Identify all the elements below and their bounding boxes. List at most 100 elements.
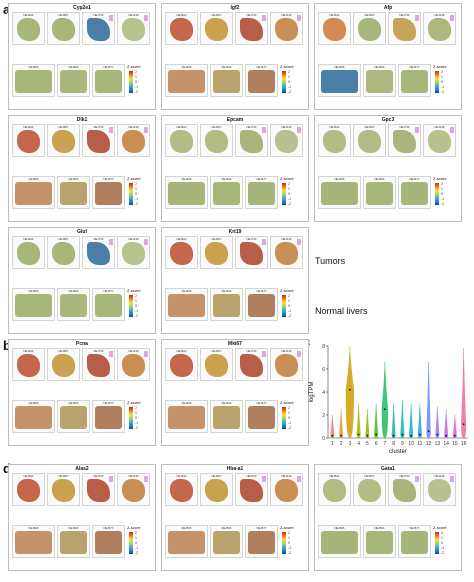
sample-label: NEJ733 xyxy=(93,13,104,17)
gene-panel: Gpc3 NEJ624 NEJ667 NEJ733 NEJ146 NEJ606 NEJ664… xyxy=(314,115,462,222)
sample-marker xyxy=(144,476,148,482)
sample-label: NEJ677 xyxy=(103,65,114,69)
colorbar-tick: 1 xyxy=(135,187,137,191)
colorbar-tick: 2 xyxy=(288,294,290,298)
median-dot-16 xyxy=(462,423,465,426)
colorbar-tick: -2 xyxy=(288,90,292,94)
y-tick-label: 4 xyxy=(322,390,325,396)
colorbar-title: Z-score xyxy=(280,400,294,405)
tissue-section xyxy=(358,479,381,502)
colorbar-tick: 0 xyxy=(288,80,290,84)
colorbar-tick: 0 xyxy=(135,304,137,308)
tissue-section xyxy=(323,479,346,502)
sample-marker xyxy=(297,351,301,357)
sample-label: NEJ677 xyxy=(256,177,267,181)
colorbar-tick: 1 xyxy=(288,411,290,415)
tissue-section xyxy=(205,130,228,153)
tissue-thumbnail: NEJ624 xyxy=(318,473,351,506)
sample-label: NEJ664 xyxy=(374,526,385,530)
gene-title: Afp xyxy=(383,5,393,11)
sample-label: NEJ624 xyxy=(23,474,34,478)
tissue-thumbnail: NEJ146 xyxy=(270,473,303,506)
sample-marker xyxy=(450,127,454,133)
sample-label: NEJ624 xyxy=(176,474,187,478)
sample-marker xyxy=(109,239,113,245)
colorbar-tick: -2 xyxy=(288,202,292,206)
sample-label: NEJ667 xyxy=(211,237,222,241)
tissue-thumbnail: NEJ146 xyxy=(423,12,456,45)
colorbar-tick: -2 xyxy=(441,551,445,555)
violin-9 xyxy=(400,400,405,439)
tissue-thumbnail: NEJ677 xyxy=(92,288,125,321)
sample-label: NEJ733 xyxy=(93,349,104,353)
tissue-section xyxy=(15,294,52,317)
colorbar-tick: -2 xyxy=(135,551,139,555)
colorbar-tick: -2 xyxy=(441,202,445,206)
colorbar-tick: -2 xyxy=(441,90,445,94)
tissue-thumbnail: NEJ606 xyxy=(12,525,55,558)
tissue-thumbnail: NEJ733 xyxy=(82,124,115,157)
median-dot-9 xyxy=(401,433,404,436)
sample-label: NEJ624 xyxy=(176,237,187,241)
sample-label: NEJ664 xyxy=(68,289,79,293)
colorbar-tick: 2 xyxy=(135,406,137,410)
sample-label: NEJ606 xyxy=(334,526,345,530)
tissue-thumbnail: NEJ624 xyxy=(318,124,351,157)
sample-label: NEJ146 xyxy=(128,474,139,478)
tissue-section xyxy=(321,182,358,205)
sample-label: NEJ606 xyxy=(334,65,345,69)
tissue-thumbnail: NEJ667 xyxy=(200,12,233,45)
colorbar-tick: 2 xyxy=(288,182,290,186)
violin-10 xyxy=(409,403,414,439)
sample-marker xyxy=(109,127,113,133)
y-axis-label: logTPM xyxy=(309,382,315,403)
tissue-section xyxy=(366,531,393,554)
tissue-section xyxy=(168,406,205,429)
sample-label: NEJ667 xyxy=(58,13,69,17)
colorbar-tick: 2 xyxy=(288,70,290,74)
sample-label: NEJ624 xyxy=(329,125,340,129)
tissue-section xyxy=(170,242,193,265)
x-tick-label: 15 xyxy=(452,441,458,447)
tissue-section xyxy=(87,18,110,41)
tissue-thumbnail: NEJ146 xyxy=(117,348,150,381)
sample-label: NEJ664 xyxy=(221,177,232,181)
tissue-thumbnail: NEJ733 xyxy=(388,12,421,45)
tissue-thumbnail: NEJ606 xyxy=(165,288,208,321)
tissue-section xyxy=(95,406,122,429)
colorbar-tick: -2 xyxy=(288,426,292,430)
tissue-section xyxy=(52,130,75,153)
tissue-thumbnail: NEJ146 xyxy=(270,236,303,269)
tissue-thumbnail: NEJ667 xyxy=(200,348,233,381)
tissue-section xyxy=(323,18,346,41)
gene-panel: Cyp2e1 NEJ624 NEJ667 NEJ733 NEJ146 NEJ606 NEJ6… xyxy=(8,3,156,110)
colorbar-tick: -2 xyxy=(135,314,139,318)
gene-panel: Dlk1 NEJ624 NEJ667 NEJ733 NEJ146 NEJ606 NEJ664… xyxy=(8,115,156,222)
tissue-section xyxy=(15,182,52,205)
violin-2 xyxy=(339,409,344,439)
tissue-thumbnail: NEJ664 xyxy=(363,525,396,558)
tissue-section xyxy=(248,182,275,205)
sample-label: NEJ606 xyxy=(28,526,39,530)
tissue-thumbnail: NEJ664 xyxy=(57,64,90,97)
tissue-thumbnail: NEJ677 xyxy=(398,525,431,558)
colorbar-title: Z-score xyxy=(433,176,447,181)
sample-marker xyxy=(262,239,266,245)
colorbar-tick: 0 xyxy=(288,416,290,420)
tissue-thumbnail: NEJ624 xyxy=(165,12,198,45)
tissue-section xyxy=(52,479,75,502)
sample-label: NEJ677 xyxy=(256,289,267,293)
tissue-section xyxy=(321,531,358,554)
median-dot-5 xyxy=(366,434,369,437)
colorbar xyxy=(129,532,133,554)
tissue-section xyxy=(17,479,40,502)
tissue-thumbnail: NEJ624 xyxy=(165,236,198,269)
sample-label: NEJ624 xyxy=(329,474,340,478)
colorbar-tick: -1 xyxy=(441,197,445,201)
colorbar xyxy=(435,183,439,205)
tissue-thumbnail: NEJ664 xyxy=(210,525,243,558)
tissue-section xyxy=(213,294,240,317)
x-axis-label: cluster xyxy=(389,449,407,455)
sample-marker xyxy=(109,476,113,482)
